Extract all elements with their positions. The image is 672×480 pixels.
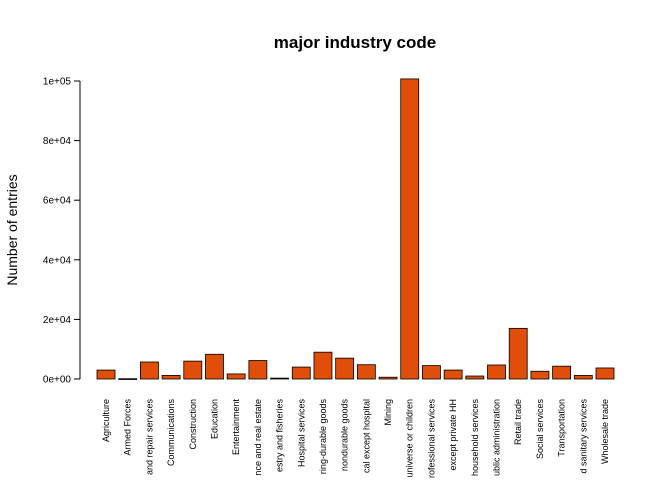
x-tick-label: Hospital services [296, 399, 306, 468]
x-tick-label: universe or children [405, 399, 415, 478]
bar [226, 373, 246, 380]
y-tick-label: 1e+05 [43, 77, 72, 88]
bar [139, 361, 159, 380]
bar [465, 375, 485, 380]
bar [118, 378, 138, 380]
y-tick-label: 8e+04 [43, 136, 72, 147]
x-tick-label: estry and fisheries [275, 399, 285, 473]
bar [595, 367, 615, 380]
bar [573, 375, 593, 380]
x-tick-label: d sanitary services [578, 399, 588, 474]
x-tick-label: Transportation [557, 399, 567, 457]
bar [378, 376, 398, 380]
x-tick-label: Entertainment [231, 399, 241, 456]
x-tick-label: Armed Forces [123, 399, 133, 456]
x-tick-label: and repair services [144, 399, 154, 476]
bar [291, 366, 311, 380]
x-tick-label: cal except hospital [361, 399, 371, 473]
x-tick-label: Social services [535, 399, 545, 460]
bar [443, 369, 463, 380]
x-tick-label: ring-durable goods [318, 399, 328, 475]
x-tick-label: except private HH [448, 399, 458, 471]
bar [96, 369, 116, 380]
bar [487, 364, 506, 380]
x-tick-label: Communications [166, 399, 176, 467]
bar [530, 370, 550, 380]
bar [313, 351, 333, 380]
x-tick-label: rofessional services [426, 399, 436, 479]
x-tick-label: Agriculture [101, 399, 111, 442]
bar [400, 78, 420, 380]
x-tick-label: Retail trade [513, 399, 523, 445]
y-tick-label: 4e+04 [43, 255, 72, 266]
x-tick-label: Wholesale trade [600, 399, 610, 464]
x-axis-labels: Agriculture Armed Forces and repair servic… [101, 399, 610, 479]
y-axis-label: Number of entries [4, 174, 20, 285]
x-tick-label: nce and real estate [253, 399, 263, 476]
y-tick-label: 6e+04 [43, 196, 72, 207]
y-tick-label: 2e+04 [43, 315, 72, 326]
chart-title: major industry code [274, 33, 436, 52]
bar [335, 357, 355, 380]
bar [205, 353, 224, 380]
x-tick-label: Construction [188, 399, 198, 450]
x-tick-label: nondurable goods [340, 399, 350, 472]
bar [356, 364, 376, 380]
x-tick-label: Education [209, 399, 219, 439]
bar [508, 327, 528, 380]
bar [270, 377, 289, 380]
bar [161, 375, 181, 380]
x-tick-label: household services [470, 399, 480, 477]
bar [552, 365, 572, 380]
bar [422, 365, 441, 380]
bar [248, 360, 268, 380]
y-axis: 0e+00 2e+04 4e+04 6e+04 8e+04 1e+05 [43, 77, 81, 386]
bars [96, 78, 615, 380]
x-tick-label: ublic administration [492, 399, 502, 476]
y-tick-label: 0e+00 [43, 375, 72, 386]
bar [183, 360, 203, 380]
x-tick-label: Mining [383, 399, 393, 426]
